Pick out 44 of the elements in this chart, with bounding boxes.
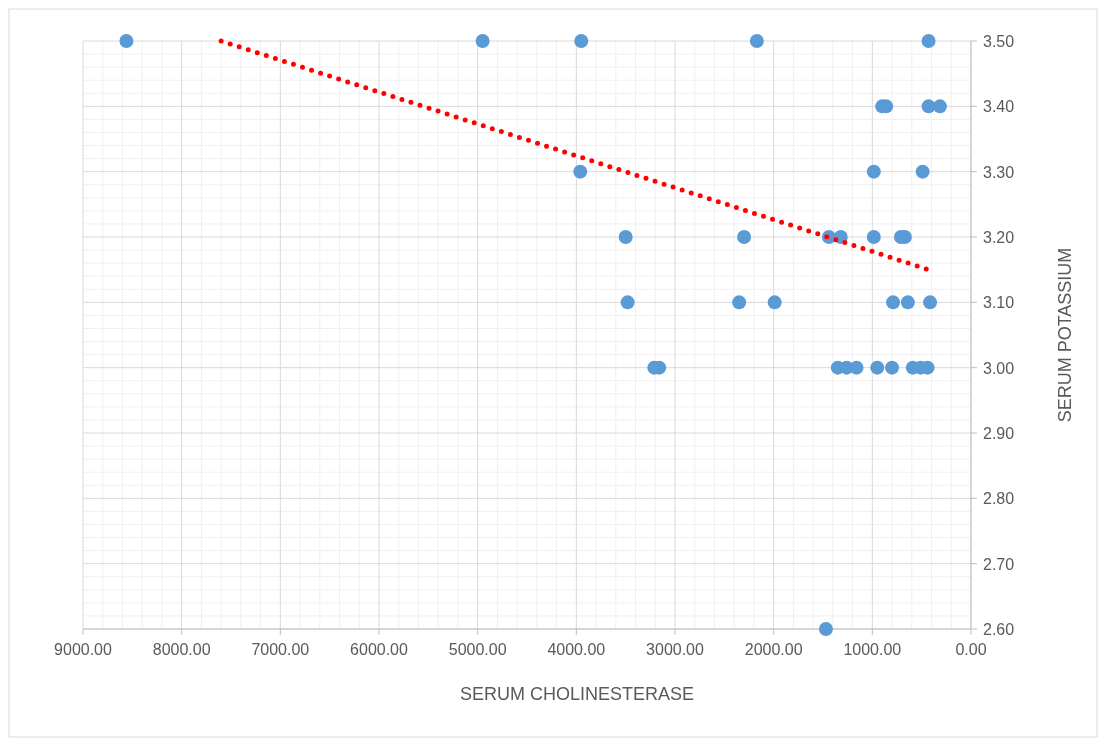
x-tick-label: 7000.00	[251, 641, 310, 658]
x-tick-label: 8000.00	[152, 641, 211, 658]
x-tick-label: 1000.00	[843, 641, 902, 658]
y-tick-label: 2.90	[983, 425, 1015, 442]
point	[732, 295, 747, 310]
point	[849, 360, 864, 375]
point	[475, 34, 490, 48]
y-tick-label: 2.80	[983, 490, 1015, 508]
point	[932, 99, 947, 114]
y-tick-label: 3.30	[983, 163, 1015, 181]
y-tick-label: 3.20	[983, 229, 1015, 246]
y-tick-label: 3.40	[983, 98, 1015, 116]
y-tick-label: 2.60	[983, 621, 1015, 638]
x-tick-label: 4000.00	[547, 641, 606, 658]
point	[620, 295, 635, 310]
y-tick-label: 3.50	[983, 33, 1015, 50]
x-tick-label: 9000.00	[54, 641, 113, 658]
x-tick-label: 0.00	[955, 641, 987, 658]
x-tick-label: 2000.00	[744, 641, 803, 658]
point	[866, 230, 881, 244]
point	[870, 360, 885, 375]
point	[885, 360, 900, 375]
point	[900, 295, 915, 310]
point	[866, 164, 881, 179]
x-tick-label: 5000.00	[448, 641, 507, 658]
y-tick-label: 3.00	[983, 359, 1015, 377]
point	[119, 34, 134, 48]
point	[749, 34, 764, 48]
point	[573, 164, 588, 179]
point	[618, 230, 633, 244]
point	[915, 164, 930, 179]
y-axis-title: SERUM POTASSIUM	[1055, 247, 1075, 423]
point	[574, 34, 589, 48]
point	[818, 622, 833, 636]
x-tick-label: 6000.00	[350, 641, 409, 658]
point	[921, 34, 936, 48]
point	[923, 295, 938, 310]
y-tick-label: 2.70	[983, 555, 1015, 573]
x-axis-title: SERUM CHOLINESTERASE	[459, 684, 695, 704]
point	[886, 295, 901, 310]
point	[737, 230, 752, 244]
x-tick-label: 3000.00	[646, 641, 705, 658]
y-tick-label: 3.10	[983, 294, 1015, 312]
point	[767, 295, 782, 310]
